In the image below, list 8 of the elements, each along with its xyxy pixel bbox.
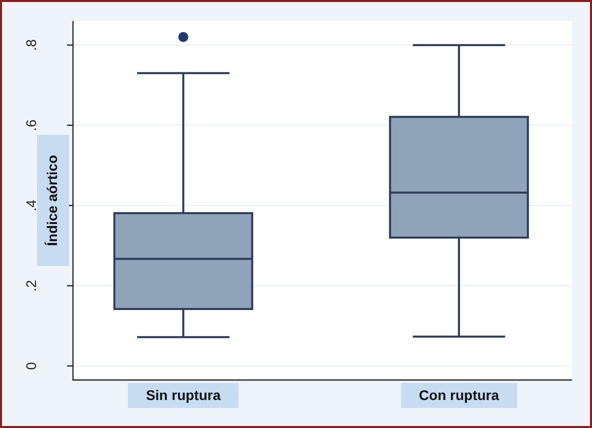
y-tick-label: .4: [22, 199, 39, 212]
x-tick-label: Sin ruptura: [146, 386, 221, 403]
x-tick-label: Con ruptura: [418, 386, 500, 403]
y-tick-label: .2: [22, 280, 39, 292]
y-tick-label: 0: [22, 362, 39, 370]
y-tick-label: .6: [22, 119, 39, 132]
y-axis-title: Índice aórtico: [44, 154, 60, 246]
y-tick-label: .8: [22, 39, 39, 51]
